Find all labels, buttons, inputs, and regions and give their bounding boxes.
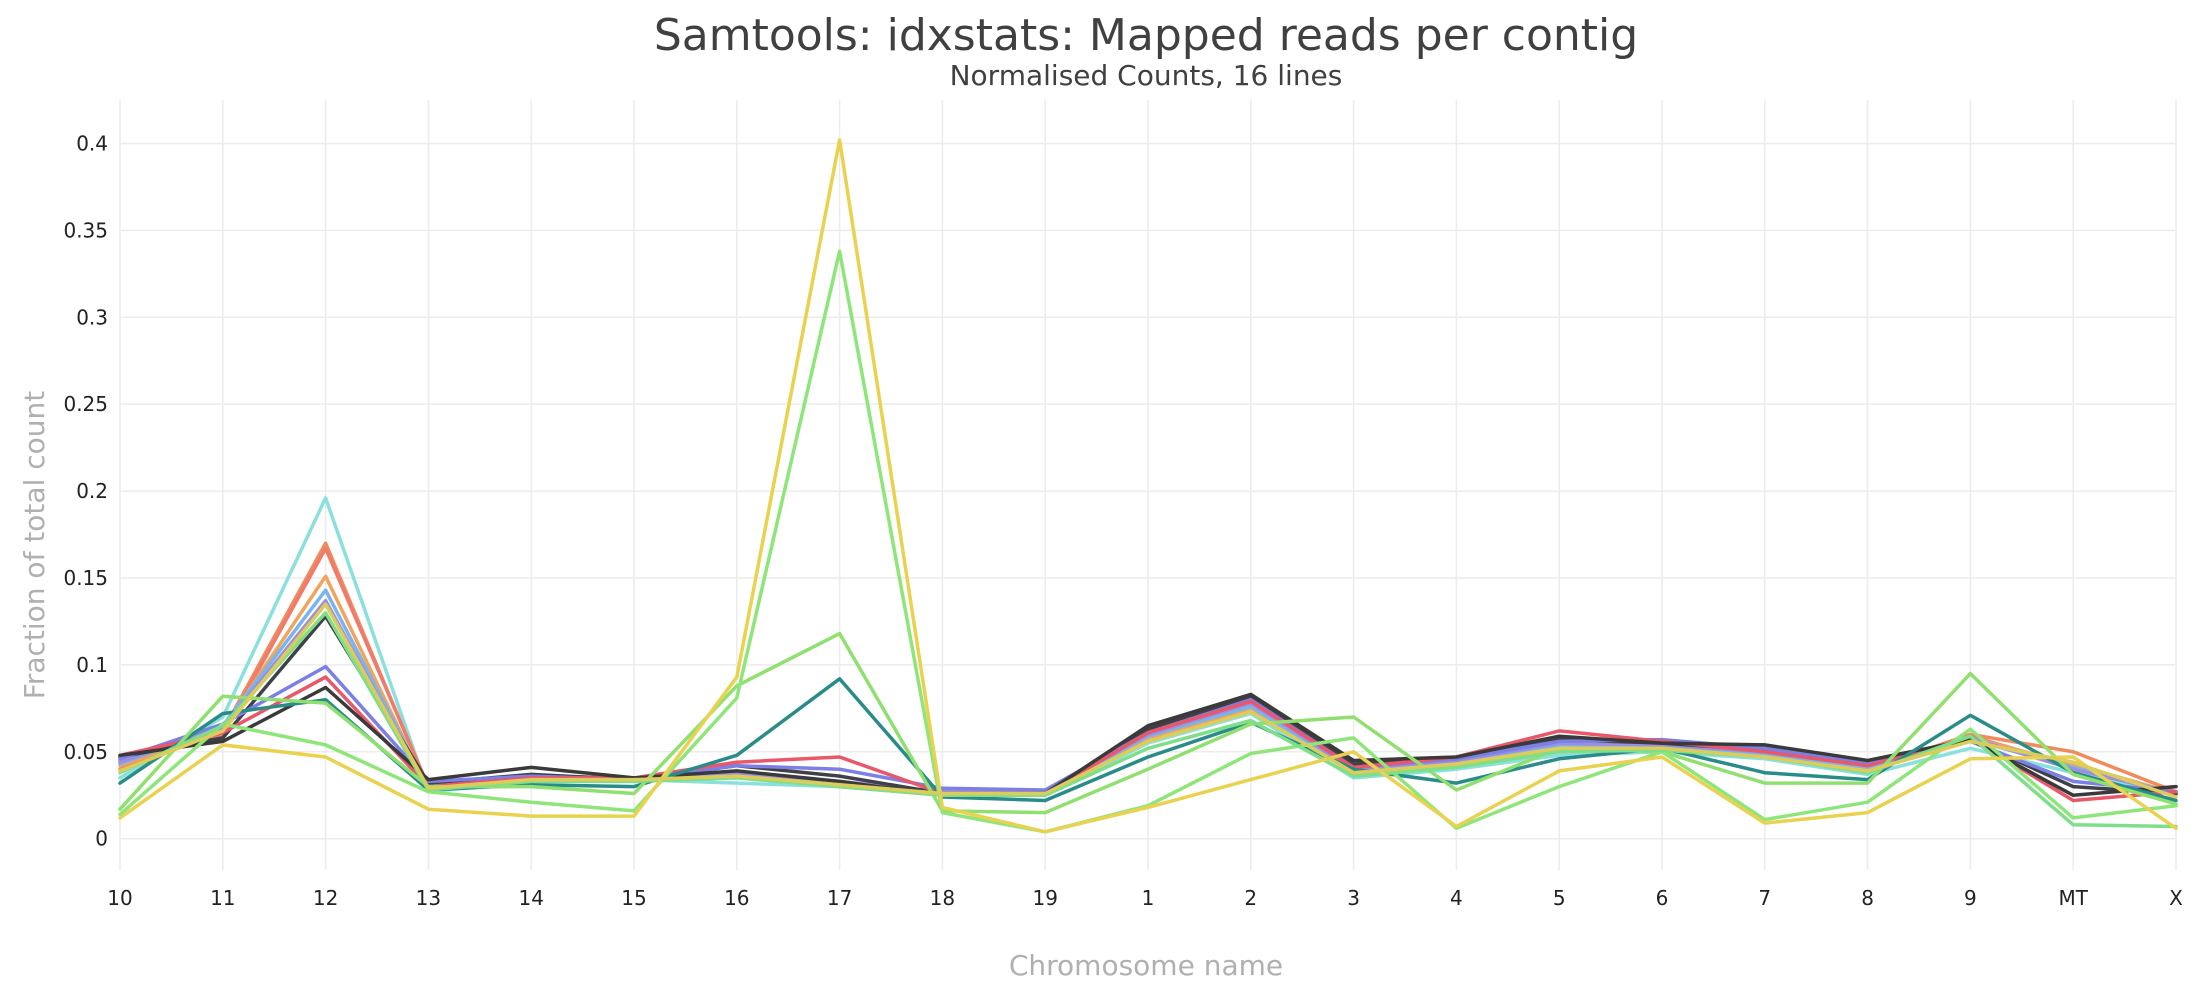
x-tick-label: 11 [210,886,235,910]
x-tick-label: X [2169,886,2183,910]
grid [119,100,2177,870]
x-tick-label: 5 [1553,886,1566,910]
y-tick-label: 0.1 [76,653,108,677]
y-tick-label: 0.15 [63,566,108,590]
x-tick-label: 9 [1964,886,1977,910]
y-axis-title: Fraction of total count [18,391,51,700]
y-tick-label: 0 [95,827,108,851]
series-line [118,602,2178,799]
x-axis-title: Chromosome name [1009,949,1283,982]
series-line [118,138,2178,834]
x-tick-label: 13 [416,886,441,910]
y-axis-ticks: 0 0.05 0.1 0.15 0.2 0.25 0.3 0.35 0.4 [63,131,108,850]
x-tick-label: 18 [930,886,955,910]
x-tick-label: 1 [1142,886,1155,910]
y-tick-label: 0.4 [76,131,108,155]
y-tick-label: 0.25 [63,392,108,416]
x-tick-label: 15 [621,886,646,910]
x-tick-label: 8 [1861,886,1874,910]
y-tick-label: 0.35 [63,218,108,242]
x-tick-label: 17 [827,886,852,910]
x-tick-label: 6 [1656,886,1669,910]
y-tick-label: 0.05 [63,740,108,764]
series-lines [118,138,2178,834]
x-tick-label: 19 [1032,886,1057,910]
chart-subtitle: Normalised Counts, 16 lines [950,59,1343,92]
x-tick-label: 14 [518,886,543,910]
series-line [118,685,2178,798]
x-tick-label: 10 [107,886,132,910]
x-tick-label: 12 [313,886,338,910]
y-tick-label: 0.2 [76,479,108,503]
x-tick-label: MT [2058,886,2088,910]
x-tick-label: 3 [1347,886,1360,910]
y-tick-label: 0.3 [76,305,108,329]
x-tick-label: 4 [1450,886,1463,910]
chart-title: Samtools: idxstats: Mapped reads per con… [654,10,1638,61]
x-tick-label: 2 [1244,886,1257,910]
x-axis-ticks: 10 11 12 13 14 15 16 17 18 19 1 2 3 4 5 6 7 8 9 MT X [107,886,2183,910]
x-tick-label: 7 [1758,886,1771,910]
x-tick-label: 16 [724,886,749,910]
